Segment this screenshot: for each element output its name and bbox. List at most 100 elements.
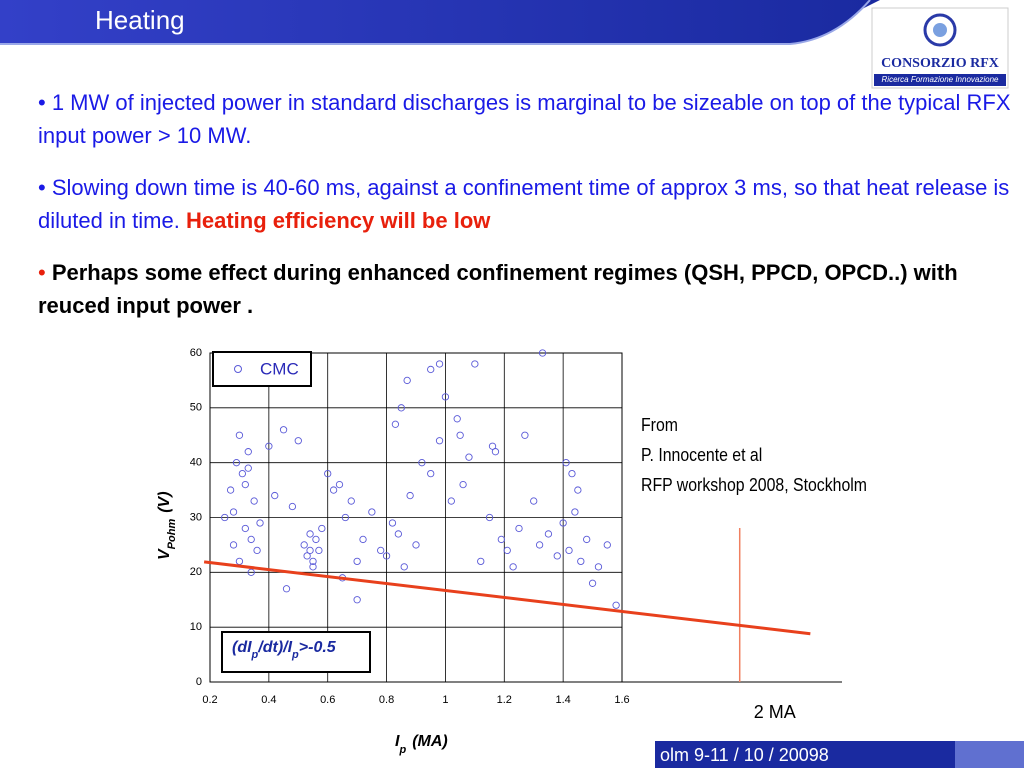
scatter-point — [288, 502, 297, 511]
x-tick-label: 0.4 — [261, 694, 276, 706]
x-tick-label: 0.8 — [379, 694, 394, 706]
scatter-point — [530, 497, 538, 505]
legend-label: CMC — [260, 359, 299, 378]
scatter-point — [435, 437, 444, 445]
scatter-point — [229, 541, 238, 549]
scatter-point — [353, 557, 361, 566]
bullet: • 1 MW of injected power in standard dis… — [38, 86, 1013, 152]
citation-line: From — [641, 415, 678, 435]
scatter-point — [418, 459, 426, 467]
scatter-point — [594, 563, 603, 571]
scatter-point — [488, 442, 497, 450]
scatter-point — [485, 513, 494, 522]
scatter-point — [294, 437, 302, 445]
scatter-point — [406, 491, 414, 500]
bullet-dot: • — [38, 260, 52, 285]
scatter-point — [391, 420, 400, 428]
scatter-point — [397, 404, 405, 412]
scatter-point — [226, 486, 235, 494]
y-label-unit: (V) — [156, 491, 173, 512]
x-label-main: I — [395, 733, 400, 750]
scatter-point — [612, 601, 620, 609]
y-tick-label: 60 — [190, 347, 202, 359]
scatter-point — [447, 497, 455, 505]
y-tick-label: 30 — [190, 511, 202, 523]
scatter-point — [465, 453, 473, 461]
scatter-point — [577, 557, 585, 566]
x-label-sub: p — [398, 744, 406, 756]
scatter-point — [574, 486, 582, 494]
scatter-point — [309, 563, 317, 571]
citation-line: P. Innocente et al — [641, 445, 763, 465]
header-edge — [0, 0, 871, 45]
scatter-point — [253, 546, 261, 555]
y-tick-label: 10 — [190, 621, 202, 633]
logo-icon-inner — [933, 23, 947, 37]
scatter-point — [403, 376, 411, 385]
scatter-point — [583, 535, 591, 544]
scatter-point — [318, 524, 326, 533]
footer-text: olm 9-11 / 10 / 20098 — [660, 745, 829, 765]
footer-band — [655, 741, 955, 768]
scatter-point — [221, 513, 229, 522]
bullet: • Perhaps some effect during enhanced co… — [38, 256, 1013, 322]
bullet: • Slowing down time is 40-60 ms, against… — [38, 171, 1013, 237]
legend-box — [212, 351, 312, 387]
logo-tagline: Ricerca Formazione Innovazione — [882, 75, 999, 84]
scatter-point — [235, 431, 244, 439]
y-label-main: V — [156, 548, 173, 560]
scatter-point — [279, 426, 288, 434]
scatter-point — [491, 448, 500, 456]
slide-title: Heating — [95, 5, 185, 35]
scatter-point — [353, 596, 361, 604]
scatter-point — [244, 448, 252, 456]
scatter-point — [306, 546, 314, 555]
bullet-text: Perhaps some effect during enhanced conf… — [38, 260, 958, 318]
scatter-point — [241, 524, 249, 533]
scatter-point — [388, 519, 397, 527]
annotation-part: /dt)/I — [257, 639, 292, 656]
scatter-point — [515, 524, 523, 533]
scatter-point — [347, 497, 355, 505]
x-label-unit: (MA) — [412, 733, 448, 750]
scatter-point — [377, 546, 385, 555]
logo-tagline-band — [874, 74, 1006, 86]
header-band — [0, 0, 880, 44]
scatter-point — [244, 464, 252, 472]
scatter-point — [309, 557, 317, 566]
scatter-point — [471, 360, 479, 368]
annotation: (dIp/dt)/Ip>-0.5 — [232, 639, 337, 661]
citation: From P. Innocente et al RFP workshop 2008,… — [641, 410, 867, 500]
scatter-point — [335, 480, 344, 489]
bullet-list: • 1 MW of injected power in standard dis… — [38, 86, 1013, 341]
plot-frame — [209, 352, 623, 683]
scatter-point — [232, 459, 241, 467]
citation-line: RFP workshop 2008, Stockholm — [641, 475, 867, 495]
scatter-point — [235, 557, 244, 566]
scatter-point — [282, 585, 291, 593]
scatter-point — [503, 546, 511, 555]
scatter-point — [400, 563, 408, 571]
scatter-point — [456, 431, 464, 439]
scatter-point — [394, 530, 402, 538]
chart: 0 10 20 30 40 50 60 0.2 0.4 0.6 0.8 1 1.2 1.4 1.6 2 MA C… — [156, 347, 842, 756]
scatter-point — [359, 535, 367, 544]
bullet-dot: • — [38, 175, 52, 200]
logo-name: CONSORZIO RFX — [881, 56, 999, 71]
footer-band-end — [955, 741, 1024, 768]
scatter-point — [247, 535, 255, 544]
bullet-dot: • — [38, 90, 52, 115]
x-tick-label: 1.6 — [614, 694, 629, 706]
scatter-point — [427, 365, 435, 374]
bullet-text: Heating efficiency will be low — [185, 208, 491, 233]
scatter-point — [453, 415, 461, 423]
scatter-point — [229, 508, 238, 516]
annotation-part: p — [251, 649, 259, 661]
y-label-sub: Pohm — [166, 519, 178, 550]
x-tick-label: 1.4 — [555, 694, 570, 706]
scatter-point — [238, 469, 247, 478]
scatter-point — [603, 541, 611, 549]
scatter-point — [256, 519, 264, 527]
x-tick-label: 1 — [442, 694, 448, 706]
